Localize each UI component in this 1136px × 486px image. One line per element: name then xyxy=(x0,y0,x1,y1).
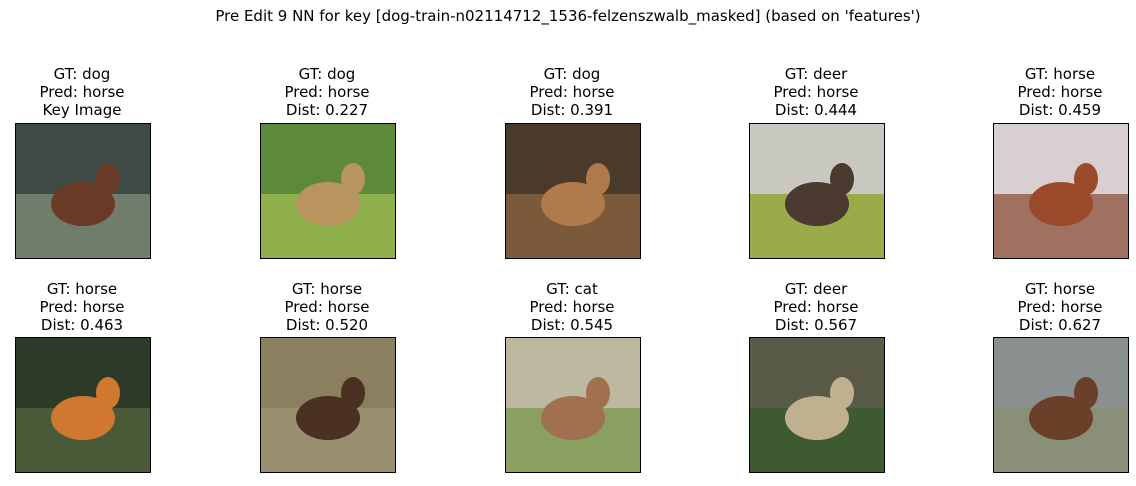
subject-head xyxy=(96,377,120,409)
thumbnail-image xyxy=(261,124,395,258)
subject-head xyxy=(96,163,120,195)
caption-line: Dist: 0.463 xyxy=(40,316,124,334)
thumbnail xyxy=(15,123,151,259)
subject-head xyxy=(586,163,610,195)
subject xyxy=(51,396,115,440)
thumbnail xyxy=(505,123,641,259)
caption-line: Dist: 0.444 xyxy=(774,101,858,119)
caption-line: GT: dog xyxy=(543,65,601,83)
thumbnail-image xyxy=(506,124,640,258)
subject xyxy=(785,182,849,226)
caption-line: Pred: horse xyxy=(773,298,859,316)
subject xyxy=(296,182,360,226)
caption-line: Dist: 0.545 xyxy=(530,316,614,334)
subject xyxy=(51,182,115,226)
caption-line: Pred: horse xyxy=(1017,83,1103,101)
caption-line: Dist: 0.459 xyxy=(1018,101,1102,119)
thumbnail xyxy=(260,337,396,473)
caption-line: GT: cat xyxy=(546,280,598,298)
caption-line: Key Image xyxy=(42,101,122,119)
caption-line: Pred: horse xyxy=(284,83,370,101)
thumbnail-image xyxy=(16,338,150,472)
thumbnail xyxy=(749,123,885,259)
caption-line: GT: dog xyxy=(298,65,356,83)
panel-caption: GT: horse Pred: horse Dist: 0.627 xyxy=(940,280,1136,334)
subject xyxy=(1029,396,1093,440)
caption-line: GT: deer xyxy=(784,280,848,298)
caption-line: Pred: horse xyxy=(39,298,125,316)
thumbnail-image xyxy=(16,124,150,258)
caption-line: Dist: 0.227 xyxy=(285,101,369,119)
subject-head xyxy=(830,163,854,195)
thumbnail-image xyxy=(261,338,395,472)
thumbnail-image xyxy=(506,338,640,472)
subject-head xyxy=(586,377,610,409)
panel-caption: GT: dog Pred: horse Key Image xyxy=(0,65,202,119)
caption-line: Dist: 0.627 xyxy=(1018,316,1102,334)
subject xyxy=(541,396,605,440)
caption-line: GT: dog xyxy=(53,65,111,83)
caption-line: Pred: horse xyxy=(529,298,615,316)
panel-caption: GT: deer Pred: horse Dist: 0.567 xyxy=(696,280,936,334)
subject xyxy=(296,396,360,440)
caption-line: GT: horse xyxy=(1024,65,1096,83)
caption-line: GT: horse xyxy=(291,280,363,298)
subject xyxy=(785,396,849,440)
thumbnail-image xyxy=(994,338,1128,472)
caption-line: Dist: 0.520 xyxy=(285,316,369,334)
figure-title: Pre Edit 9 NN for key [dog-train-n021147… xyxy=(215,7,921,25)
thumbnail xyxy=(260,123,396,259)
subject-head xyxy=(1074,377,1098,409)
caption-line: Pred: horse xyxy=(284,298,370,316)
subject xyxy=(541,182,605,226)
caption-line: GT: horse xyxy=(46,280,118,298)
caption-line: Pred: horse xyxy=(1017,298,1103,316)
caption-line: Dist: 0.567 xyxy=(774,316,858,334)
subject-head xyxy=(341,163,365,195)
thumbnail-image xyxy=(994,124,1128,258)
subject-head xyxy=(341,377,365,409)
subject xyxy=(1029,182,1093,226)
thumbnail-image xyxy=(750,338,884,472)
thumbnail xyxy=(993,123,1129,259)
thumbnail xyxy=(15,337,151,473)
panel-caption: GT: horse Pred: horse Dist: 0.463 xyxy=(0,280,202,334)
subject-head xyxy=(1074,163,1098,195)
thumbnail xyxy=(505,337,641,473)
panel-caption: GT: dog Pred: horse Dist: 0.391 xyxy=(452,65,692,119)
thumbnail-image xyxy=(750,124,884,258)
panel-caption: GT: cat Pred: horse Dist: 0.545 xyxy=(452,280,692,334)
thumbnail xyxy=(749,337,885,473)
panel-caption: GT: dog Pred: horse Dist: 0.227 xyxy=(207,65,447,119)
panel-caption: GT: horse Pred: horse Dist: 0.459 xyxy=(940,65,1136,119)
subject-head xyxy=(830,377,854,409)
caption-line: GT: deer xyxy=(784,65,848,83)
caption-line: Dist: 0.391 xyxy=(530,101,614,119)
caption-line: GT: horse xyxy=(1024,280,1096,298)
panel-caption: GT: horse Pred: horse Dist: 0.520 xyxy=(207,280,447,334)
caption-line: Pred: horse xyxy=(773,83,859,101)
panel-caption: GT: deer Pred: horse Dist: 0.444 xyxy=(696,65,936,119)
thumbnail xyxy=(993,337,1129,473)
caption-line: Pred: horse xyxy=(39,83,125,101)
caption-line: Pred: horse xyxy=(529,83,615,101)
